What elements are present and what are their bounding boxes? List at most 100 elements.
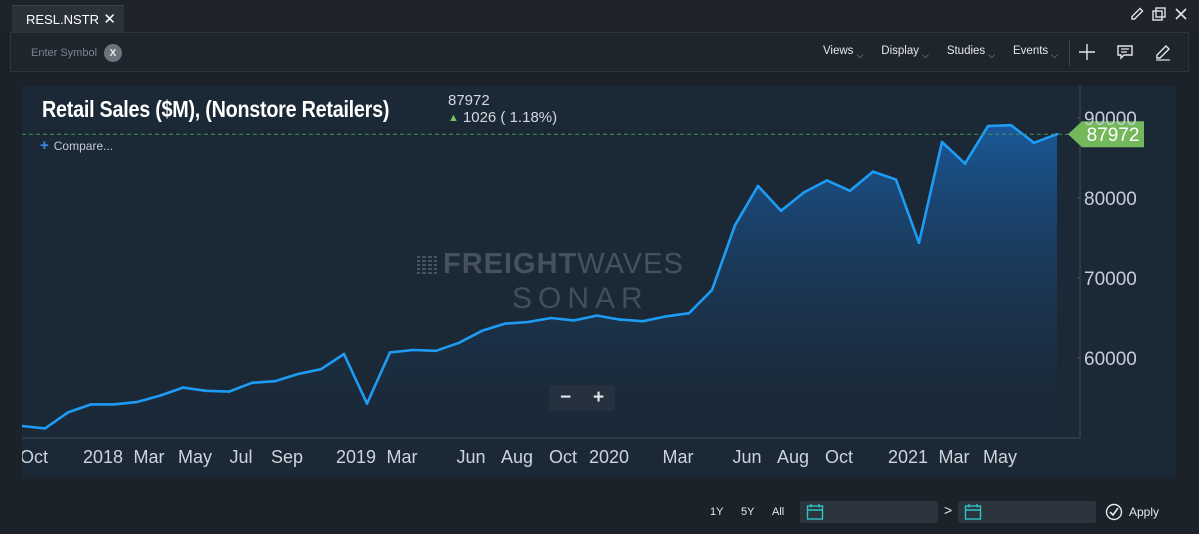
draw-pencil-icon[interactable] xyxy=(1154,43,1172,61)
crosshair-plus-icon[interactable] xyxy=(1078,43,1096,61)
price-tag-shape xyxy=(1068,121,1144,148)
data-point xyxy=(388,351,392,354)
date-range-arrow: > xyxy=(944,502,953,518)
freightwaves-logo-icon xyxy=(417,255,437,275)
tab-bar: RESL.NSTR ✕ xyxy=(0,0,1199,32)
zoom-out-button[interactable]: − xyxy=(559,387,572,408)
data-point xyxy=(457,341,461,345)
tab-resl-nstr[interactable]: RESL.NSTR ✕ xyxy=(12,5,124,32)
data-point xyxy=(1032,141,1036,145)
data-point xyxy=(66,411,70,414)
last-value: 87972 xyxy=(448,92,490,109)
menu-display[interactable]: Display ⌵ xyxy=(881,45,929,61)
chart-canvas[interactable]: 87972 60000 70000 80000 90000 Oct 2018 Mar May Ju… xyxy=(22,86,1176,477)
price-tag-label: 87972 xyxy=(1087,125,1140,146)
menu-views[interactable]: Views ⌵ xyxy=(823,45,863,61)
y-tick-label: 80000 xyxy=(1084,189,1137,210)
chevron-down-icon: ⌵ xyxy=(921,50,929,60)
data-point xyxy=(825,179,829,182)
popout-icon[interactable] xyxy=(1151,6,1167,22)
chart-toolbar: X Views⌵ Display⌵ Studies⌵ Events⌵ xyxy=(10,32,1189,72)
y-tick-label: 90000 xyxy=(1084,109,1137,130)
start-date-field[interactable] xyxy=(800,501,938,523)
x-tick-label: Oct xyxy=(549,447,577,467)
series-area xyxy=(22,125,1057,438)
x-tick-label: Jun xyxy=(732,447,761,467)
y-tick-label: 60000 xyxy=(1084,349,1137,370)
x-tick-label: Mar xyxy=(663,447,694,467)
data-point xyxy=(135,400,139,404)
zoom-in-button[interactable]: + xyxy=(592,387,605,408)
chart-panel[interactable]: 87972 60000 70000 80000 90000 Oct 2018 Mar May Ju… xyxy=(22,86,1176,477)
data-point xyxy=(503,322,507,325)
compare-button[interactable]: + Compare... xyxy=(40,137,113,154)
calendar-icon[interactable] xyxy=(806,503,824,521)
data-point xyxy=(1055,132,1059,136)
check-circle-icon xyxy=(1105,503,1123,521)
data-point xyxy=(641,319,645,323)
data-point xyxy=(618,318,622,321)
comment-icon[interactable] xyxy=(1116,43,1134,61)
chevron-down-icon: ⌵ xyxy=(856,50,864,60)
window-controls xyxy=(1129,6,1189,22)
data-point xyxy=(710,288,714,292)
data-point xyxy=(687,311,691,315)
data-point xyxy=(227,390,231,393)
compare-label: Compare... xyxy=(53,138,114,153)
zoom-control: − + xyxy=(549,385,615,411)
x-tick-label: Aug xyxy=(501,447,533,467)
plus-icon: + xyxy=(40,137,49,154)
data-point xyxy=(802,191,806,194)
data-point xyxy=(250,381,254,385)
x-tick-label: 2021 xyxy=(888,447,928,467)
data-point xyxy=(158,394,162,397)
menu-label: Events xyxy=(1013,45,1049,57)
menu-label: Display xyxy=(881,45,919,57)
clear-symbol-button[interactable]: X xyxy=(104,44,122,62)
chevron-down-icon: ⌵ xyxy=(1051,50,1058,60)
data-point xyxy=(779,209,783,213)
x-tick-label: Jul xyxy=(229,447,252,467)
series-line xyxy=(22,123,1058,430)
tool-icons xyxy=(1078,43,1172,61)
data-point xyxy=(1009,123,1013,127)
symbol-input[interactable] xyxy=(29,43,123,63)
close-icon[interactable]: ✕ xyxy=(103,11,116,28)
data-point xyxy=(733,223,737,227)
data-point xyxy=(549,316,553,320)
menu-events[interactable]: Events ⌵ xyxy=(1013,45,1058,61)
data-point xyxy=(756,184,760,188)
data-point xyxy=(917,241,921,245)
data-point xyxy=(89,403,93,406)
x-tick-label: Oct xyxy=(22,447,48,467)
watermark-thin: WAVES xyxy=(577,248,684,280)
x-tick-label: Mar xyxy=(134,447,165,467)
price-tag: 87972 xyxy=(1068,121,1144,148)
apply-button[interactable]: Apply xyxy=(1105,503,1159,521)
data-point xyxy=(526,320,530,324)
data-point xyxy=(595,314,599,317)
pencil-icon[interactable] xyxy=(1129,6,1145,22)
range-all-button[interactable]: All xyxy=(772,506,785,518)
change-value: ▲ 1026 ( 1.18%) xyxy=(448,109,557,126)
data-point xyxy=(342,352,346,356)
range-5y-button[interactable]: 5Y xyxy=(741,506,755,518)
close-window-icon[interactable] xyxy=(1173,6,1189,22)
x-tick-label: Jun xyxy=(456,447,485,467)
x-tick-label: Aug xyxy=(777,447,809,467)
x-tick-label: 2019 xyxy=(336,447,376,467)
menu-studies[interactable]: Studies ⌵ xyxy=(947,45,995,61)
change-text: 1026 ( 1.18%) xyxy=(462,109,558,126)
data-point xyxy=(204,389,208,393)
chart-title: Retail Sales ($M), (Nonstore Retailers) xyxy=(42,96,390,122)
menu-label: Views xyxy=(822,45,854,57)
range-1y-button[interactable]: 1Y xyxy=(710,506,724,518)
watermark-freightwaves: FREIGHTWAVES xyxy=(415,248,684,281)
data-point xyxy=(181,386,185,389)
calendar-icon[interactable] xyxy=(964,503,982,521)
data-point xyxy=(480,329,484,333)
x-tick-label: Oct xyxy=(825,447,853,467)
data-point xyxy=(365,402,369,405)
x-tick-label: 2020 xyxy=(589,447,629,467)
end-date-field[interactable] xyxy=(958,501,1096,523)
